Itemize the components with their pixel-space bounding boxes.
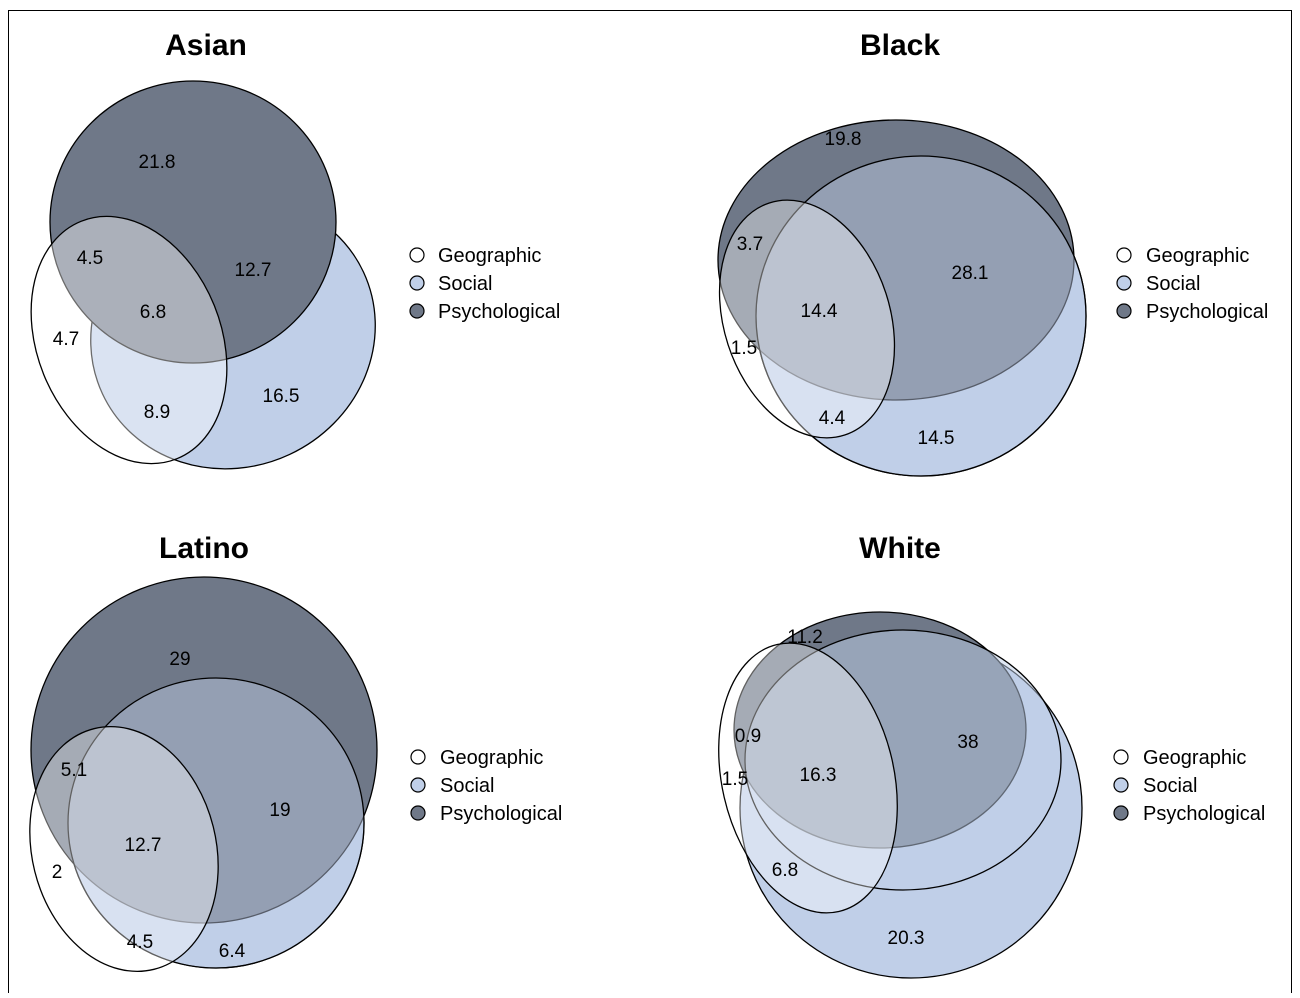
region-psychological-only: 29 [169,649,190,670]
panel-black: Black 19.8 3.7 28.1 14.4 1.5 4.4 14.5 Ge… [717,29,1268,477]
legend-swatch-psychological [1116,303,1132,319]
legend-label: Social [438,273,492,295]
legend-label: Psychological [1146,301,1268,323]
region-all-three: 12.7 [125,835,162,856]
geographic-circle [30,215,228,465]
legend-item-geographic: Geographic [410,747,543,769]
legend-item-geographic: Geographic [1113,747,1246,769]
legend-swatch-psychological [410,805,426,821]
legend-label: Geographic [438,245,541,267]
region-geographic-only: 4.7 [53,329,79,350]
legend-swatch-social [1116,275,1132,291]
legend-item-psychological: Psychological [409,301,560,323]
social-psych-overlap [755,155,1087,477]
region-geographic-social: 6.8 [772,860,798,881]
region-geographic-only: 2 [52,862,63,883]
region-social-only: 14.5 [918,428,955,449]
legend: Geographic Social Psychological [1116,245,1268,323]
legend-swatch-social [1113,777,1129,793]
region-all-three: 6.8 [140,302,166,323]
legend-item-psychological: Psychological [1116,301,1268,323]
geographic-circle [718,199,896,439]
region-social-only: 6.4 [219,941,246,962]
legend-item-geographic: Geographic [1116,245,1249,267]
region-geographic-psychological: 4.5 [77,248,103,269]
region-geographic-social: 4.5 [127,932,153,953]
region-psychological-only: 21.8 [139,152,176,173]
region-social-psychological: 28.1 [952,263,989,284]
venn-white: 11.2 0.9 38 16.3 1.5 6.8 20.3 [718,611,1083,979]
region-social-only: 20.3 [888,928,925,949]
legend-swatch-geographic [1113,749,1129,765]
legend-label: Psychological [1143,803,1265,825]
venn-black: 19.8 3.7 28.1 14.4 1.5 4.4 14.5 [717,119,1087,477]
social-psych-overlap [67,677,365,969]
panel-asian: Asian 21.8 4.5 12.7 6.8 4.7 8.9 16.5 Geo… [30,29,560,470]
region-geographic-psychological: 0.9 [735,726,761,747]
legend: Geographic Social Psychological [410,747,562,825]
region-social-psychological: 12.7 [235,260,272,281]
frame-left-border [8,10,9,993]
panel-latino: Latino 29 5.1 19 12.7 2 4.5 6.4 Geograph… [29,532,562,973]
legend-label: Social [1143,775,1197,797]
legend-label: Geographic [1146,245,1249,267]
legend-item-geographic: Geographic [409,245,541,267]
region-geographic-only: 1.5 [722,769,748,790]
legend-label: Geographic [1143,747,1246,769]
legend-label: Psychological [438,301,560,323]
legend-swatch-psychological [1113,805,1129,821]
panel-title: Asian [165,29,247,62]
region-geographic-social: 8.9 [144,402,170,423]
legend-item-social: Social [1113,775,1197,797]
geographic-circle [718,642,898,914]
frame-right-border [1291,10,1292,993]
region-geographic-social: 4.4 [819,408,846,429]
legend-swatch-geographic [409,247,425,263]
legend-item-psychological: Psychological [410,803,562,825]
legend-item-social: Social [410,775,494,797]
legend-label: Geographic [440,747,543,769]
region-all-three: 14.4 [801,301,838,322]
region-psychological-only: 11.2 [787,627,823,648]
region-geographic-psychological: 5.1 [61,760,87,781]
geographic-circle [29,725,219,973]
venn-asian: 21.8 4.5 12.7 6.8 4.7 8.9 16.5 [30,80,376,470]
legend-item-psychological: Psychological [1113,803,1265,825]
panel-white: White 11.2 0.9 38 16.3 1.5 6.8 20.3 Geog… [718,532,1265,979]
region-geographic-only: 1.5 [731,338,757,359]
legend: Geographic Social Psychological [409,245,560,323]
legend-swatch-geographic [1116,247,1132,263]
region-psychological-only: 19.8 [825,129,862,150]
legend-swatch-social [410,777,426,793]
legend-label: Social [1146,273,1200,295]
frame-top-border [8,10,1292,11]
legend-item-social: Social [1116,273,1200,295]
panel-title: Black [860,29,940,62]
legend-swatch-social [409,275,425,291]
panel-title: Latino [159,532,249,565]
legend: Geographic Social Psychological [1113,747,1265,825]
psychological-circle [49,80,337,364]
region-all-three: 16.3 [800,765,837,786]
venn-latino: 29 5.1 19 12.7 2 4.5 6.4 [29,576,378,973]
region-social-psychological: 38 [957,732,978,753]
legend-item-social: Social [409,273,492,295]
legend-label: Psychological [440,803,562,825]
panel-title: White [859,532,941,565]
legend-swatch-psychological [409,303,425,319]
psychological-circle [30,576,378,924]
legend-label: Social [440,775,494,797]
region-geographic-psychological: 3.7 [737,234,763,255]
region-social-psychological: 19 [269,800,290,821]
psychological-circle [717,119,1075,401]
social-psych-overlap [744,629,1062,891]
legend-swatch-geographic [410,749,426,765]
region-social-only: 16.5 [263,386,300,407]
